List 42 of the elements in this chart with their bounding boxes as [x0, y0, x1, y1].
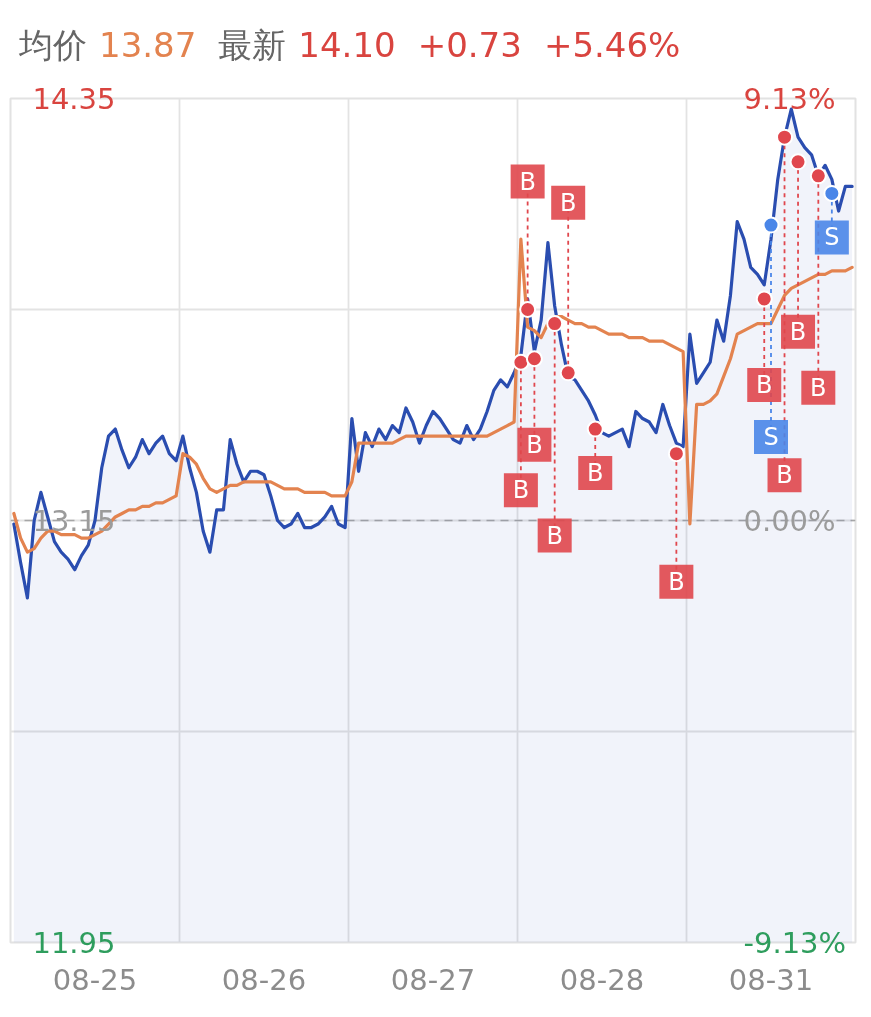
- y-tick-label: 14.35: [32, 82, 116, 116]
- x-tick-label: 08-25: [52, 962, 138, 997]
- point: [519, 301, 537, 318]
- annotation: B: [559, 188, 577, 217]
- x-tick-label: 08-31: [728, 962, 814, 997]
- annotation: B: [668, 567, 685, 596]
- annotation: B: [526, 430, 543, 459]
- text: 均价: [19, 25, 87, 65]
- point: [525, 350, 543, 368]
- point: [809, 167, 827, 185]
- annotation: B: [756, 370, 773, 399]
- point: [546, 315, 564, 333]
- annotation: S: [824, 223, 840, 252]
- annotation: B: [512, 476, 530, 505]
- point: [789, 153, 807, 171]
- x-tick-label: 08-26: [221, 962, 307, 997]
- y2-tick-label: -9.13%: [743, 925, 847, 960]
- x-tick-label: 08-28: [559, 962, 645, 997]
- point: [559, 364, 577, 382]
- annotation: B: [789, 317, 807, 346]
- text: 14.10: [298, 25, 396, 65]
- annotation: S: [763, 423, 779, 452]
- point: [755, 290, 773, 308]
- point: [512, 353, 530, 371]
- y2-tick-label: 9.13%: [743, 81, 836, 116]
- annotation: B: [776, 461, 793, 490]
- x-tick-label: 08-27: [390, 962, 476, 997]
- point: [823, 184, 841, 202]
- y-tick-label: 11.95: [32, 926, 116, 960]
- point: [667, 445, 685, 463]
- text: 最新: [218, 25, 287, 65]
- text: +0.73: [417, 25, 522, 65]
- y2-tick-label: 0.00%: [743, 503, 836, 538]
- annotation: B: [519, 167, 536, 196]
- annotation: B: [546, 521, 563, 550]
- point: [586, 420, 604, 438]
- point: [776, 128, 794, 146]
- text: +5.46%: [543, 25, 681, 65]
- annotation: B: [810, 373, 827, 402]
- point: [762, 216, 780, 234]
- annotation: B: [587, 459, 604, 488]
- text: 13.87: [99, 25, 197, 65]
